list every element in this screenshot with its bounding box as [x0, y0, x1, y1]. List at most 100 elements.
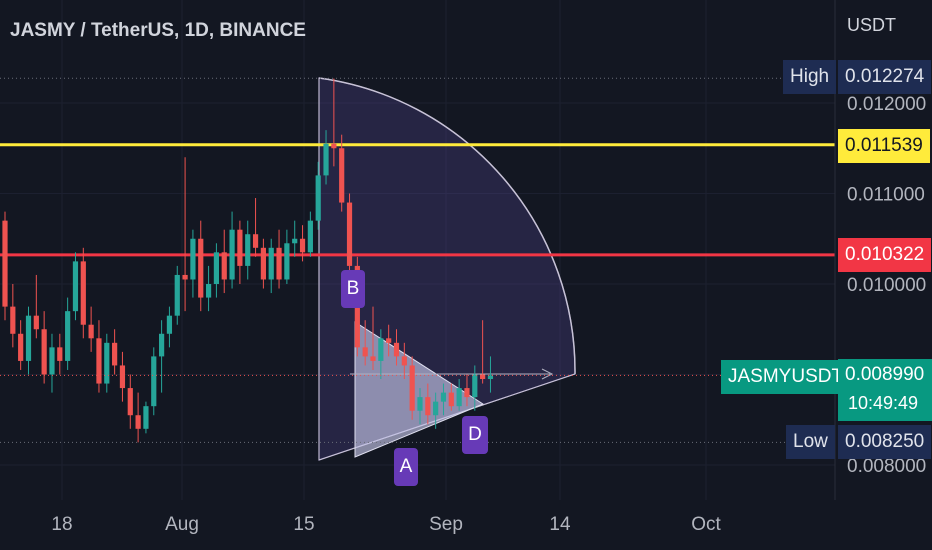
- candle-body: [378, 338, 384, 361]
- candle-body: [2, 220, 8, 307]
- high-value-badge: 0.012274: [838, 60, 932, 94]
- candle: [205, 265, 212, 312]
- candle: [88, 306, 94, 352]
- price-axis-ticks: 0.012000 0.011000 0.010000 0.008000: [847, 94, 926, 477]
- candle: [174, 265, 180, 325]
- time-tick-label: 15: [293, 514, 314, 535]
- price-axis-unit: USDT: [847, 15, 896, 35]
- candle: [25, 306, 32, 375]
- candle-body: [65, 311, 71, 361]
- candle-body: [72, 261, 79, 312]
- candle-body: [299, 238, 306, 253]
- symbol-badge: JASMYUSDT: [721, 360, 851, 394]
- candle: [370, 306, 376, 370]
- candle: [284, 229, 290, 284]
- candle: [41, 311, 47, 384]
- price-tick-label: 0.008000: [847, 456, 926, 477]
- candle-body: [276, 247, 282, 280]
- candle-body: [112, 342, 118, 366]
- candle: [237, 220, 243, 284]
- candle-body: [213, 252, 220, 284]
- candle: [151, 347, 157, 416]
- price-tick-label: 0.010000: [847, 275, 926, 296]
- candle: [464, 374, 470, 407]
- candle: [127, 374, 133, 429]
- candle-body: [487, 375, 494, 380]
- pattern-label-d: D: [462, 416, 488, 454]
- last-price-value: 0.008990: [845, 364, 925, 385]
- candle-body: [221, 252, 227, 280]
- candle-body: [292, 238, 298, 244]
- candle-body: [143, 406, 149, 429]
- candle: [425, 383, 431, 425]
- low-label-badge: Low: [786, 425, 835, 459]
- time-tick-label: Oct: [691, 514, 721, 535]
- time-tick-label: 18: [51, 514, 72, 535]
- candle-body: [362, 347, 368, 357]
- price-tick-label: 0.012000: [847, 94, 926, 115]
- candle: [166, 306, 173, 348]
- candle: [323, 130, 329, 185]
- candle-body: [472, 374, 478, 398]
- candle-body: [448, 392, 454, 407]
- candle-body: [96, 338, 102, 384]
- candle: [448, 383, 454, 411]
- chart-title: JASMY / TetherUS, 1D, BINANCE: [10, 20, 306, 41]
- candle: [198, 220, 204, 312]
- candle-body: [174, 274, 180, 316]
- candle-body: [440, 392, 447, 402]
- candle: [159, 320, 165, 393]
- candle-body: [370, 356, 376, 361]
- candle: [346, 193, 353, 275]
- yellow-line-price-badge: 0.011539: [838, 129, 930, 163]
- candle: [10, 284, 16, 348]
- time-axis-ticks: 18 Aug 15 Sep 14 Oct: [51, 514, 721, 535]
- candle-body: [268, 247, 274, 280]
- candle-body: [323, 143, 329, 176]
- candle: [268, 238, 274, 294]
- time-tick-label: 14: [549, 514, 571, 535]
- candle-body: [182, 274, 188, 280]
- candle: [57, 333, 63, 375]
- candle: [229, 211, 235, 289]
- candle: [190, 229, 196, 298]
- red-line-price-badge: 0.010322: [838, 238, 932, 272]
- candle: [96, 320, 102, 393]
- candle-body: [198, 238, 204, 298]
- candle-body: [127, 388, 133, 416]
- candle: [401, 342, 407, 380]
- candle-body: [401, 356, 407, 366]
- candle-body: [88, 324, 94, 339]
- candle: [480, 320, 486, 384]
- candle-body: [409, 365, 415, 411]
- high-label-badge: High: [783, 60, 837, 94]
- candle: [331, 78, 337, 167]
- candle-body: [456, 388, 462, 407]
- candle: [409, 356, 415, 420]
- candle: [472, 365, 478, 411]
- candle: [386, 324, 392, 357]
- candle-body: [10, 306, 16, 334]
- candle: [417, 388, 423, 425]
- candle-body: [480, 374, 486, 380]
- candle: [221, 229, 227, 294]
- candle-body: [393, 342, 400, 357]
- candle-body: [464, 388, 470, 398]
- candle-body: [315, 175, 321, 221]
- candle-body: [119, 365, 126, 389]
- candle: [104, 333, 110, 393]
- candle: [213, 243, 220, 298]
- candle: [378, 329, 384, 380]
- candle-body: [245, 234, 251, 266]
- candle: [245, 220, 251, 280]
- time-tick-label: Sep: [429, 514, 463, 535]
- candle: [143, 401, 149, 434]
- price-tick-label: 0.011000: [847, 185, 925, 206]
- candle-body: [339, 148, 345, 203]
- candle: [315, 161, 321, 230]
- candle-body: [284, 243, 290, 280]
- time-tick-label: Aug: [165, 514, 199, 535]
- candle-body: [237, 229, 243, 266]
- fib-speed-arc: [318, 77, 576, 375]
- candle: [65, 297, 71, 370]
